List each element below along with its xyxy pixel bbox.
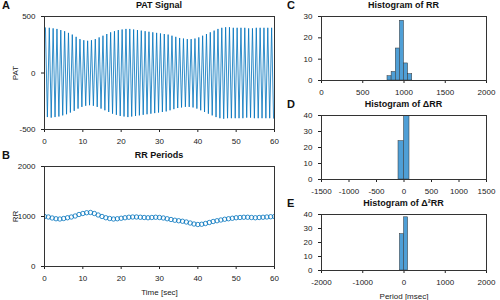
svg-text:30: 30 (304, 127, 313, 136)
svg-text:-500: -500 (368, 187, 385, 196)
svg-text:20: 20 (117, 274, 126, 283)
svg-text:0: 0 (402, 187, 407, 196)
svg-text:50: 50 (232, 274, 241, 283)
svg-text:30: 30 (304, 224, 313, 233)
svg-text:0: 0 (308, 76, 313, 85)
svg-text:500: 500 (22, 12, 36, 21)
html-text:Histogram of Δ²RR: Histogram of Δ²RR (363, 198, 444, 208)
svg-text:-1500: -1500 (311, 187, 332, 196)
html-text:E: E (287, 197, 295, 209)
svg-text:500: 500 (425, 187, 439, 196)
svg-text:10: 10 (304, 159, 313, 168)
svg-text:10: 10 (304, 252, 313, 261)
svg-text:0: 0 (31, 69, 36, 78)
svg-text:2000: 2000 (18, 162, 36, 171)
svg-text:-1000: -1000 (339, 187, 360, 196)
svg-text:10: 10 (78, 274, 87, 283)
svg-text:0: 0 (308, 175, 313, 184)
html-text:Histogram of RR: Histogram of RR (368, 0, 439, 10)
html-text:RR Periods: RR Periods (134, 150, 184, 160)
svg-text:0: 0 (31, 262, 36, 271)
svg-text:20: 20 (304, 238, 313, 247)
html-text:PAT Signal: PAT Signal (135, 0, 183, 10)
svg-text:0: 0 (42, 137, 47, 146)
svg-text:2000: 2000 (478, 88, 496, 97)
svg-text:2000: 2000 (478, 278, 496, 287)
svg-text:-2000: -2000 (311, 278, 332, 287)
svg-text:0: 0 (319, 88, 324, 97)
svg-text:10: 10 (304, 55, 313, 64)
svg-text:1000: 1000 (395, 88, 413, 97)
svg-text:1500: 1500 (436, 88, 454, 97)
svg-text:-500: -500 (19, 125, 36, 134)
svg-text:0: 0 (308, 266, 313, 275)
html-text:D: D (287, 98, 295, 110)
svg-text:1000: 1000 (450, 187, 468, 196)
svg-text:40: 40 (193, 274, 202, 283)
html-text:B: B (2, 149, 10, 161)
svg-text:1000: 1000 (18, 212, 36, 221)
svg-text:1000: 1000 (436, 278, 454, 287)
svg-text:20: 20 (117, 137, 126, 146)
svg-text:RR: RR (11, 211, 20, 223)
svg-text:50: 50 (232, 137, 241, 146)
svg-text:1500: 1500 (478, 187, 496, 196)
svg-text:40: 40 (304, 111, 313, 120)
svg-text:30: 30 (155, 137, 164, 146)
svg-text:Period [msec]: Period [msec] (380, 292, 429, 300)
html-text:Histogram of ΔRR: Histogram of ΔRR (364, 99, 443, 109)
html-text:A: A (2, 0, 10, 11)
svg-text:30: 30 (304, 12, 313, 21)
html-text:C: C (287, 0, 295, 11)
svg-text:40: 40 (193, 137, 202, 146)
svg-text:0: 0 (42, 274, 47, 283)
svg-text:30: 30 (155, 274, 164, 283)
svg-text:60: 60 (270, 274, 279, 283)
svg-text:40: 40 (304, 210, 313, 219)
svg-text:500: 500 (356, 88, 370, 97)
svg-text:20: 20 (304, 143, 313, 152)
svg-text:60: 60 (270, 137, 279, 146)
svg-text:Time [sec]: Time [sec] (141, 288, 178, 297)
svg-text:0: 0 (402, 278, 407, 287)
svg-text:-1000: -1000 (353, 278, 374, 287)
svg-text:PAT: PAT (11, 66, 20, 80)
svg-text:20: 20 (304, 33, 313, 42)
svg-text:10: 10 (78, 137, 87, 146)
